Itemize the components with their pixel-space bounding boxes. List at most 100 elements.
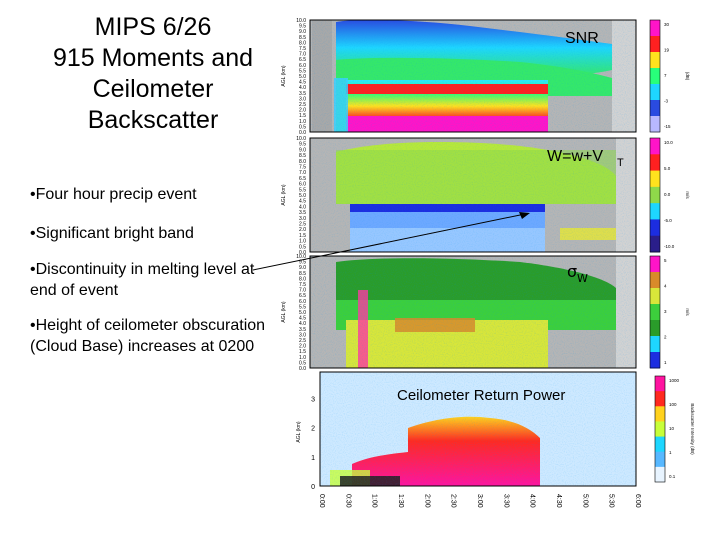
colorbar-tick-label: -10.0 bbox=[664, 244, 675, 249]
axes-layer: 0.00.51.01.52.02.53.03.54.04.55.05.56.06… bbox=[281, 18, 695, 508]
panel-snr: SNR bbox=[310, 19, 636, 133]
ceil-noise-texture bbox=[320, 372, 636, 486]
y-tick-label: 2.5 bbox=[299, 338, 306, 344]
x-tick-label: 1:00 bbox=[371, 494, 378, 508]
y-tick-label: 0.0 bbox=[299, 250, 306, 256]
y-tick-label: 0 bbox=[311, 484, 315, 491]
y-tick-label: 5.0 bbox=[299, 74, 306, 80]
colorbar-tick-label: 4 bbox=[664, 284, 667, 289]
colorbar-segment bbox=[650, 203, 660, 220]
colorbar-segment bbox=[650, 272, 660, 289]
y-tick-label: 7.5 bbox=[299, 165, 306, 171]
w-noise-texture bbox=[310, 138, 636, 252]
y-axis-label: AGL (km) bbox=[296, 421, 302, 443]
y-tick-label: 6.0 bbox=[299, 299, 306, 305]
colorbar-tick-label: 10.0 bbox=[664, 140, 673, 145]
colorbar-segment bbox=[650, 336, 660, 353]
y-tick-label: 10.0 bbox=[296, 136, 306, 142]
y-tick-label: 7.0 bbox=[299, 52, 306, 58]
y-tick-label: 8.5 bbox=[299, 153, 306, 159]
colorbar-segment bbox=[650, 320, 660, 337]
colorbar-tick-label: 1 bbox=[664, 360, 667, 365]
y-tick-label: 3.0 bbox=[299, 96, 306, 102]
y-tick-label: 6.5 bbox=[299, 176, 306, 182]
y-tick-label: 7.5 bbox=[299, 46, 306, 52]
y-tick-label: 4.5 bbox=[299, 199, 306, 205]
y-tick-label: 0.0 bbox=[299, 130, 306, 136]
y-tick-label: 6.0 bbox=[299, 182, 306, 188]
panel-sigma-w: σ W bbox=[310, 256, 636, 368]
y-tick-label: 5.0 bbox=[299, 310, 306, 316]
y-tick-label: 7.0 bbox=[299, 170, 306, 176]
y-tick-label: 8.5 bbox=[299, 271, 306, 277]
sigma-label-sub: W bbox=[577, 272, 588, 285]
y-tick-label: 9.5 bbox=[299, 24, 306, 30]
y-tick-label: 8.5 bbox=[299, 35, 306, 41]
colorbar-tick-label: 1000 bbox=[669, 378, 680, 383]
panel-frame bbox=[319, 371, 637, 487]
colorbar-segment bbox=[650, 84, 660, 101]
colorbar-tick-label: 0.0 bbox=[664, 192, 671, 197]
colorbar-segment bbox=[650, 288, 660, 305]
sigma-label: σ W bbox=[567, 262, 588, 285]
y-tick-label: 5.5 bbox=[299, 304, 306, 310]
x-tick-label: 3:00 bbox=[476, 494, 483, 508]
colorbar-segment bbox=[655, 421, 665, 438]
y-tick-label: 4.5 bbox=[299, 316, 306, 322]
y-tick-label: 1.5 bbox=[299, 113, 306, 119]
w-label-main: W=w+V bbox=[547, 148, 603, 165]
x-tick-label: 3:30 bbox=[502, 494, 509, 508]
y-axis-label: AGL (km) bbox=[281, 301, 287, 323]
y-tick-label: 8.0 bbox=[299, 159, 306, 165]
snr-label: SNR bbox=[565, 30, 599, 47]
y-tick-label: 2.5 bbox=[299, 222, 306, 228]
title-line-1: MIPS 6/26 bbox=[94, 13, 212, 41]
bullet-item: •Discontinuity in melting level at end o… bbox=[30, 261, 255, 299]
x-tick-label: 4:30 bbox=[555, 494, 562, 508]
sigma-noise-texture bbox=[310, 256, 636, 368]
y-tick-label: 3.5 bbox=[299, 210, 306, 216]
colorbar-segment bbox=[655, 466, 665, 483]
panel-frame bbox=[309, 255, 637, 369]
y-tick-label: 4.0 bbox=[299, 321, 306, 327]
y-tick-label: 6.5 bbox=[299, 57, 306, 63]
colorbar-tick-label: 19 bbox=[664, 48, 670, 53]
colorbar-segment bbox=[650, 68, 660, 85]
y-tick-label: 2.0 bbox=[299, 108, 306, 114]
colorbar-segment bbox=[650, 154, 660, 172]
title-line-2: 915 Moments and bbox=[52, 44, 254, 72]
colorbar-segment bbox=[650, 186, 660, 204]
y-tick-label: 8.0 bbox=[299, 276, 306, 282]
colorbar-tick-label: 5 bbox=[664, 258, 667, 263]
y-tick-label: 5.5 bbox=[299, 68, 306, 74]
colorbar-tick-label: 1 bbox=[669, 450, 672, 455]
x-tick-label: 5:30 bbox=[608, 494, 615, 508]
colorbar-unit-label: m/s bbox=[685, 308, 690, 316]
x-tick-label: 6:00 bbox=[634, 494, 641, 508]
colorbar-segment bbox=[650, 138, 660, 155]
w-label: W=w+V T bbox=[547, 148, 624, 169]
x-tick-label: 0:30 bbox=[344, 494, 351, 508]
annotation-arrow-line bbox=[252, 213, 526, 271]
y-tick-label: 3.0 bbox=[299, 216, 306, 222]
colorbar-frame bbox=[654, 375, 666, 483]
y-tick-label: 4.0 bbox=[299, 85, 306, 91]
colorbar-frame bbox=[649, 19, 661, 133]
colorbar-tick-label: 5.0 bbox=[664, 166, 671, 171]
y-tick-label: 3 bbox=[311, 396, 315, 403]
y-tick-label: 7.5 bbox=[299, 282, 306, 288]
y-tick-label: 4.5 bbox=[299, 80, 306, 86]
colorbar-segment bbox=[650, 100, 660, 117]
y-axis-label: AGL (km) bbox=[281, 65, 287, 87]
y-tick-label: 3.5 bbox=[299, 327, 306, 333]
colorbar-unit-label: (dB) bbox=[685, 72, 690, 81]
colorbar-segment bbox=[650, 219, 660, 237]
y-tick-label: 9.0 bbox=[299, 147, 306, 153]
y-tick-label: 9.5 bbox=[299, 260, 306, 266]
bullet-item: •Four hour precip event bbox=[30, 186, 197, 203]
colorbar-unit-label: m/s bbox=[685, 191, 690, 199]
colorbar-segment bbox=[650, 304, 660, 321]
y-tick-label: 6.0 bbox=[299, 63, 306, 69]
colorbar-tick-label: -3 bbox=[664, 99, 668, 104]
y-tick-label: 7.0 bbox=[299, 288, 306, 294]
